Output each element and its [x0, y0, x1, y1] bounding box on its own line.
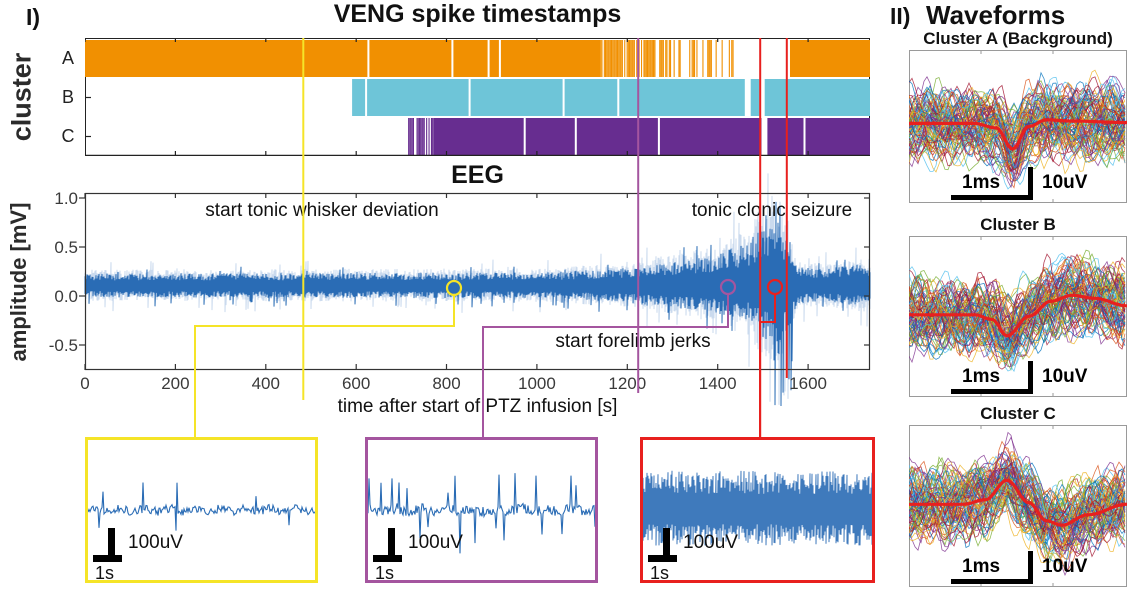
eeg-x-axis-label: time after start of PTZ infusion [s] [337, 396, 618, 417]
eeg-x-tick-label: 1200 [608, 374, 647, 393]
inset-amplitude-scalebar [663, 528, 670, 562]
eeg-y-tick-label: 0.0 [54, 287, 78, 306]
eeg-x-tick-label: 800 [432, 374, 461, 393]
panel-1-label: I) [26, 4, 41, 30]
eeg-y-tick-label: 1.0 [54, 189, 78, 208]
cluster-b-title: Cluster B [980, 215, 1056, 234]
cluster-c-time-scale-label: 1ms [962, 556, 1001, 577]
inset-time-scalebar [93, 555, 122, 562]
inset-seizure-trace [643, 470, 872, 546]
inset-time-scale-label: 1s [95, 563, 115, 583]
inset-amplitude-scalebar [108, 528, 115, 562]
cluster-a-amp-scale-label: 10uV [1042, 172, 1088, 193]
cluster-a-waveforms-plot [909, 50, 1127, 203]
raster-row-label-c: C [61, 126, 75, 146]
cluster-b-amp-scale-label: 10uV [1042, 366, 1088, 387]
inset-forelimb-jerks-eeg: 100uV 1s [365, 437, 598, 583]
waveforms-title: Waveforms [926, 0, 1066, 30]
annotation-tonic-clonic-seizure: tonic clonic seizure [691, 200, 853, 221]
cluster-a-time-scale-label: 1ms [962, 172, 1001, 193]
eeg-y-tick-label: 0.5 [54, 238, 78, 257]
inset-amplitude-scale-label: 100uV [408, 532, 463, 553]
cluster-a-title: Cluster A (Background) [923, 29, 1113, 48]
cluster-c-title: Cluster C [980, 404, 1056, 423]
inset-time-scale-label: 1s [650, 563, 670, 583]
eeg-x-tick-label: 600 [341, 374, 371, 393]
eeg-x-tick-label: 1000 [518, 374, 556, 393]
inset-time-scale-label: 1s [375, 563, 395, 583]
eeg-y-tick-label: -0.5 [48, 336, 78, 355]
panel-2-label: II) [890, 3, 911, 29]
annotation-forelimb-jerks: start forelimb jerks [555, 331, 711, 352]
eeg-x-tick-label: 400 [251, 374, 280, 393]
cluster-c-amp-scale-label: 10uV [1042, 556, 1088, 577]
inset-amplitude-scale-label: 100uV [128, 532, 183, 553]
eeg-x-tick-label: 1600 [789, 374, 827, 393]
eeg-x-tick-label: 200 [161, 374, 190, 393]
eeg-y-axis-label: amplitude [mV] [6, 202, 31, 362]
raster-row-label-b: B [61, 87, 74, 107]
cluster-b-time-scale-label: 1ms [962, 366, 1001, 387]
raster-y-axis-label: cluster [6, 52, 37, 142]
inset-time-scalebar [373, 555, 402, 562]
inset-baseline-eeg: 100uV 1s [85, 437, 318, 583]
eeg-x-tick-label: 1400 [698, 374, 737, 393]
raster-row-label-a: A [61, 48, 74, 68]
inset-baseline-trace [88, 482, 315, 531]
inset-amplitude-scalebar [388, 528, 395, 562]
eeg-title: EEG [451, 161, 504, 189]
inset-time-scalebar [648, 555, 677, 562]
inset-forelimb-trace [368, 473, 595, 554]
inset-seizure-eeg: 100uV 1s [640, 437, 875, 583]
inset-amplitude-scale-label: 100uV [683, 532, 738, 553]
annotation-whisker-deviation: start tonic whisker deviation [205, 200, 439, 221]
raster-title: VENG spike timestamps [333, 0, 622, 28]
eeg-x-tick-label: 0 [80, 374, 90, 393]
cluster-c-waveforms-plot [909, 425, 1127, 587]
raster-plot [85, 38, 870, 156]
cluster-b-waveforms-plot [909, 236, 1127, 397]
